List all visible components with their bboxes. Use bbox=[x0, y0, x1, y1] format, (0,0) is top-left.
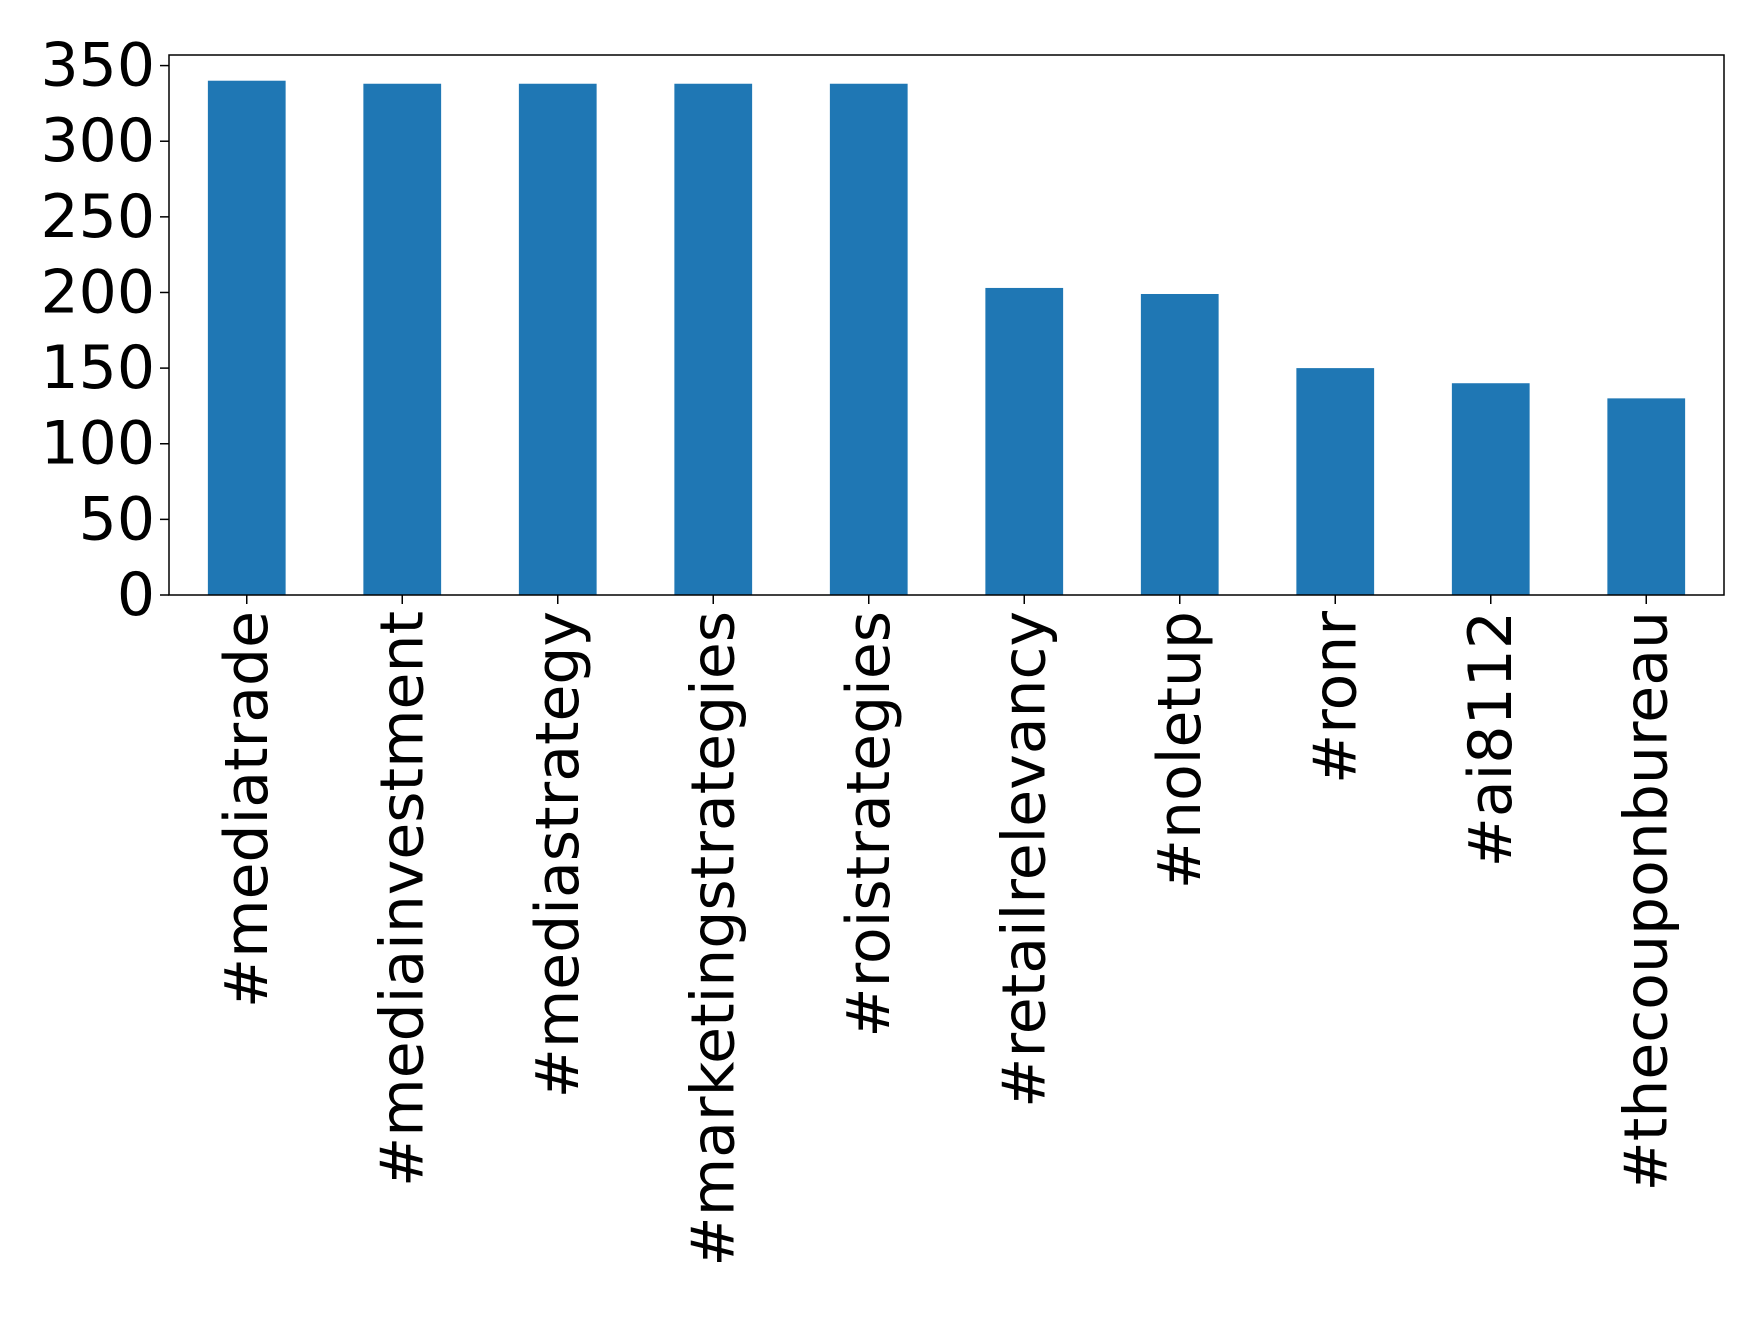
y-tick-label: 350 bbox=[40, 31, 155, 101]
bar-thecouponbureau bbox=[1607, 398, 1686, 595]
y-tick-label: 100 bbox=[40, 409, 155, 479]
x-tick-label: #mediastrategy bbox=[523, 611, 593, 1098]
x-axis: #mediatrade #mediainvestment #mediastrateg… bbox=[212, 595, 1681, 1267]
bar-mediatrade bbox=[207, 80, 286, 595]
y-tick-label: 300 bbox=[40, 106, 155, 176]
y-tick-label: 0 bbox=[117, 560, 155, 630]
x-tick-label: #mediatrade bbox=[212, 611, 282, 1008]
bar-ai8112 bbox=[1451, 383, 1530, 595]
bar-mediainvestment bbox=[363, 83, 442, 595]
bar-ronr bbox=[1296, 368, 1375, 595]
y-tick-label: 50 bbox=[79, 484, 155, 554]
bar-mediastrategy bbox=[518, 83, 597, 595]
x-tick-label: #noletup bbox=[1145, 611, 1215, 889]
x-tick-label: #marketingstrategies bbox=[678, 611, 748, 1267]
bar-retailrelevancy bbox=[985, 287, 1064, 595]
x-tick-label: #retailrelevancy bbox=[989, 611, 1059, 1108]
x-tick-label: #mediainvestment bbox=[367, 611, 437, 1187]
bar-noletup bbox=[1140, 293, 1219, 595]
bar-marketingstrategies bbox=[674, 83, 753, 595]
bar-roistrategies bbox=[829, 83, 908, 595]
y-tick-label: 150 bbox=[40, 333, 155, 403]
x-tick-label: #roistrategies bbox=[834, 611, 904, 1038]
y-tick-label: 250 bbox=[40, 182, 155, 252]
plot-frame bbox=[168, 54, 1725, 596]
x-tick-label: #ai8112 bbox=[1456, 611, 1526, 867]
x-tick-label: #thecouponbureau bbox=[1611, 611, 1681, 1191]
y-tick-label: 200 bbox=[40, 257, 155, 327]
x-tick-label: #ronr bbox=[1300, 611, 1370, 784]
bars-group bbox=[207, 80, 1686, 595]
